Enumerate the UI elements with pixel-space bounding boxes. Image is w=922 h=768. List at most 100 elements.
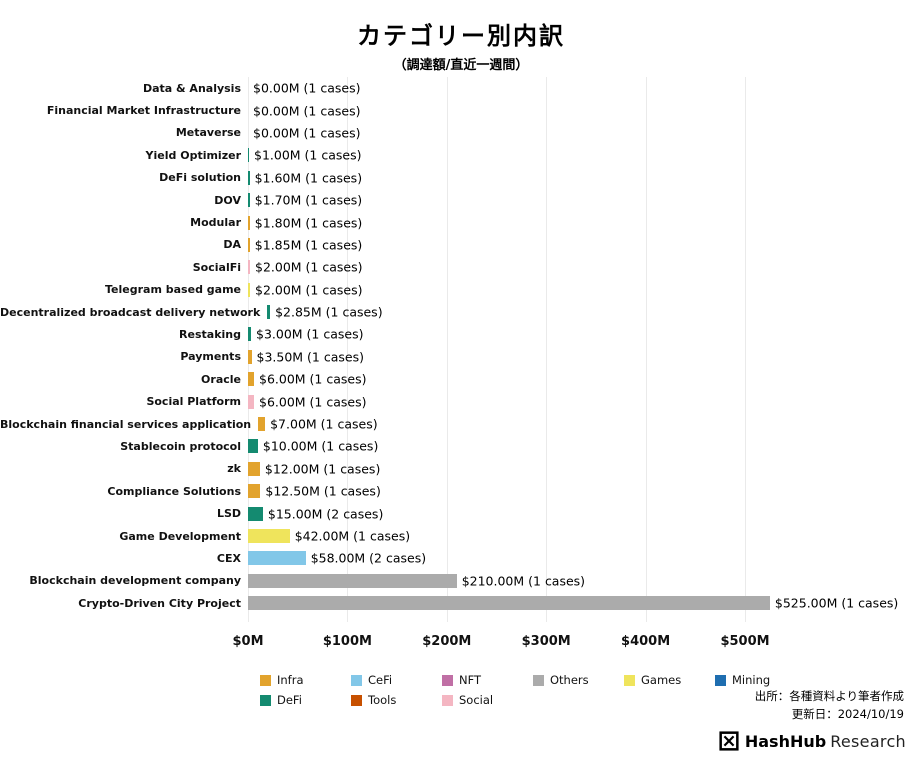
value-label: $1.70M (1 cases) — [254, 192, 363, 208]
category-label: Payments — [180, 350, 241, 364]
category-label: Crypto-Driven City Project — [78, 596, 241, 610]
legend-label: Games — [641, 673, 682, 687]
bar-row: Financial Market Infrastructure $0.00M (1… — [0, 99, 922, 121]
category-label: Restaking — [179, 327, 241, 341]
legend-item: Mining — [715, 673, 806, 687]
bar — [248, 327, 251, 342]
bar — [248, 529, 290, 543]
legend-swatch-icon — [260, 694, 271, 706]
bar — [248, 349, 252, 364]
bar-zone: $10.00M (1 cases) — [248, 435, 922, 457]
bar — [248, 573, 457, 588]
legend-label: Tools — [368, 693, 397, 707]
category-label: Social Platform — [146, 395, 241, 409]
category-label: zk — [227, 462, 241, 476]
bar-zone: $1.60M (1 cases) — [248, 167, 922, 189]
bar-row: Oracle $6.00M (1 cases) — [0, 368, 922, 390]
bar-row: Blockchain development company $210.00M (… — [0, 570, 922, 592]
legend-label: NFT — [459, 673, 482, 687]
x-tick-label: $100M — [322, 634, 372, 649]
legend-swatch-icon — [442, 694, 453, 706]
bar-row: Data & Analysis $0.00M (1 cases) — [0, 77, 922, 99]
bar-zone: $1.00M (1 cases) — [248, 144, 922, 166]
value-label: $7.00M (1 cases) — [270, 416, 378, 432]
bar — [248, 282, 250, 297]
legend-item: DeFi — [260, 693, 351, 707]
bar — [248, 260, 250, 275]
legend-label: Social — [459, 693, 494, 707]
category-label: DOV — [214, 193, 241, 207]
bar-row: CEX $58.00M (2 cases) — [0, 547, 922, 569]
bar-zone: $58.00M (2 cases) — [248, 547, 922, 569]
bar-zone: $6.00M (1 cases) — [248, 390, 922, 412]
category-label: Decentralized broadcast delivery network — [0, 305, 261, 319]
value-label: $0.00M (1 cases) — [253, 103, 361, 119]
bar-zone: $42.00M (1 cases) — [248, 525, 922, 547]
value-label: $2.00M (1 cases) — [255, 259, 363, 275]
legend-label: Mining — [732, 673, 771, 687]
legend-label: Others — [550, 673, 589, 687]
legend-item: Tools — [351, 693, 442, 707]
legend-swatch-icon — [351, 694, 362, 706]
category-label: SocialFi — [192, 260, 241, 274]
bar-zone: $6.00M (1 cases) — [248, 368, 922, 390]
x-tick-label: $300M — [521, 634, 571, 649]
x-tick-label: $500M — [720, 634, 770, 649]
bar-zone: $1.70M (1 cases) — [248, 189, 922, 211]
bar-zone: $525.00M (1 cases) — [248, 592, 922, 614]
value-label: $10.00M (1 cases) — [262, 438, 379, 454]
category-label: Data & Analysis — [142, 81, 241, 95]
value-label: $6.00M (1 cases) — [259, 371, 367, 387]
value-label: $1.60M (1 cases) — [254, 170, 363, 186]
legend-item: Others — [533, 673, 624, 687]
bar-row: Telegram based game $2.00M (1 cases) — [0, 279, 922, 301]
bar — [258, 417, 266, 432]
bar-zone: $3.50M (1 cases) — [248, 346, 922, 368]
category-label: Game Development — [119, 529, 241, 543]
legend-label: DeFi — [277, 693, 302, 707]
value-label: $1.85M (1 cases) — [254, 237, 363, 253]
legend: Infra CeFi NFT Others Games Mining DeFi Tools So… — [260, 673, 806, 707]
value-label: $15.00M (2 cases) — [267, 506, 384, 522]
bar-row: Yield Optimizer $1.00M (1 cases) — [0, 144, 922, 166]
bar-row: zk $12.00M (1 cases) — [0, 458, 922, 480]
category-label: DeFi solution — [159, 171, 241, 185]
bar-row: Metaverse $0.00M (1 cases) — [0, 122, 922, 144]
bar-zone: $12.00M (1 cases) — [248, 458, 922, 480]
legend-swatch-icon — [533, 674, 544, 686]
legend-item: Infra — [260, 673, 351, 687]
gridline — [446, 77, 448, 622]
updated-note: 更新日：2024/10/19 — [791, 706, 904, 721]
bar-row: DA $1.85M (1 cases) — [0, 234, 922, 256]
bar — [267, 305, 271, 320]
value-label: $0.00M (1 cases) — [253, 125, 361, 141]
bar-zone: $7.00M (1 cases) — [258, 413, 922, 435]
chart-subtitle: （調達額/直近一週間） — [393, 58, 529, 73]
category-label: Blockchain financial services applicatio… — [0, 417, 252, 431]
bar-row: Payments $3.50M (1 cases) — [0, 346, 922, 368]
gridline — [745, 77, 746, 622]
category-label: LSD — [216, 507, 241, 521]
bar — [248, 193, 250, 208]
bar-zone: $1.80M (1 cases) — [248, 211, 922, 233]
bar — [248, 372, 254, 387]
bar-zone: $15.00M (2 cases) — [248, 502, 922, 524]
bar-rows: Data & Analysis $0.00M (1 cases) Financial… — [0, 77, 922, 614]
bar-row: DOV $1.70M (1 cases) — [0, 189, 922, 211]
legend-label: CeFi — [368, 673, 393, 687]
value-label: $1.00M (1 cases) — [254, 147, 362, 163]
category-label: Metaverse — [175, 126, 241, 140]
bar-row: Restaking $3.00M (1 cases) — [0, 323, 922, 345]
legend-item: Games — [624, 673, 715, 687]
bar — [248, 237, 250, 252]
chart-title: カテゴリー別内訳 — [357, 22, 565, 50]
value-label: $6.00M (1 cases) — [259, 394, 367, 410]
gridline — [645, 77, 647, 622]
bar — [248, 394, 254, 409]
bar-row: Stablecoin protocol $10.00M (1 cases) — [0, 435, 922, 457]
value-label: $0.00M (1 cases) — [253, 80, 361, 96]
legend-swatch-icon — [260, 674, 271, 686]
legend-swatch-icon — [624, 674, 635, 686]
category-label: DA — [223, 238, 241, 252]
